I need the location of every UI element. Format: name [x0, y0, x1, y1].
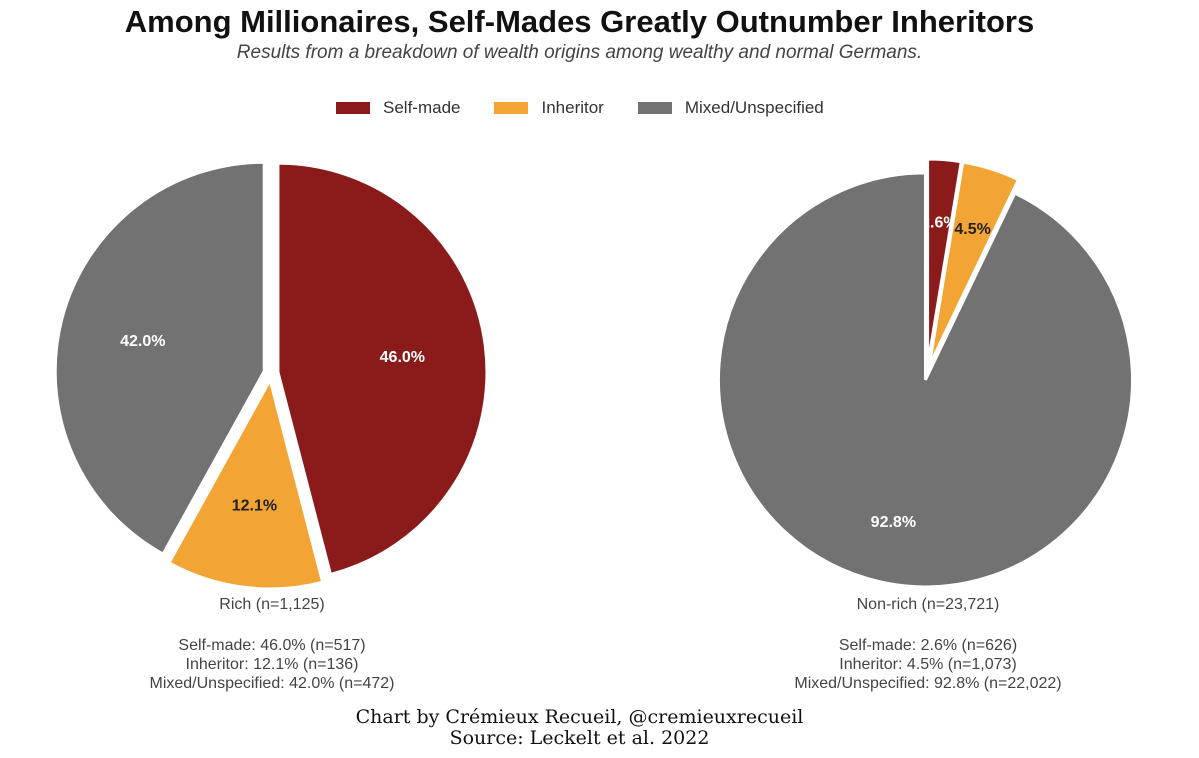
chart-title: Among Millionaires, Self-Mades Greatly O… — [124, 4, 1035, 39]
summary-nonrich-self-made: Self-made: 2.6% (n=626) — [838, 637, 1018, 654]
legend-swatch-mixed — [637, 102, 672, 114]
pie-slice-nonrich-1 — [927, 160, 1021, 367]
pie-value-label-nonrich-2: 92.8% — [871, 514, 916, 531]
pie-slice-rich-2 — [53, 160, 266, 557]
credit-line: Chart by Crémieux Recueil, @cremieuxrecu… — [355, 706, 804, 728]
pie-value-label-nonrich-1: 4.5% — [954, 221, 990, 238]
summary-nonrich-mixed: Mixed/Unspecified: 92.8% (n=22,022) — [794, 675, 1062, 692]
pie-value-label-nonrich-0: 2.6% — [921, 215, 957, 232]
pie-summary-rich: Self-made: 46.0% (n=517) Inheritor: 12.1… — [72, 636, 472, 693]
pie-slice-nonrich-2 — [716, 171, 1134, 589]
pie-name-rich: Rich (n=1,125) — [219, 596, 325, 613]
legend: Self-made Inheritor Mixed/Unspecified — [336, 97, 858, 119]
source-line: Source: Leckelt et al. 2022 — [449, 727, 710, 749]
summary-rich-self-made: Self-made: 46.0% (n=517) — [178, 637, 366, 654]
pie-value-label-rich-2: 42.0% — [120, 333, 165, 350]
summary-rich-inheritor: Inheritor: 12.1% (n=136) — [185, 656, 359, 673]
pie-value-label-rich-1: 12.1% — [232, 497, 277, 514]
legend-label-inheritor: Inheritor — [541, 98, 604, 117]
legend-swatch-inheritor — [494, 102, 529, 114]
pie-value-label-rich-0: 46.0% — [380, 349, 425, 366]
legend-label-mixed: Mixed/Unspecified — [684, 98, 824, 117]
pie-slice-rich-1 — [166, 375, 325, 591]
summary-rich-mixed: Mixed/Unspecified: 42.0% (n=472) — [149, 675, 395, 692]
pie-slice-nonrich-0 — [926, 157, 963, 367]
legend-item-mixed: Mixed/Unspecified — [637, 98, 824, 118]
legend-swatch-self-made — [336, 102, 370, 114]
chart-subtitle: Results from a breakdown of wealth origi… — [236, 42, 923, 63]
legend-item-self-made: Self-made — [336, 98, 460, 118]
pie-summary-nonrich: Self-made: 2.6% (n=626) Inheritor: 4.5% … — [728, 636, 1128, 693]
legend-item-inheritor: Inheritor — [494, 98, 604, 118]
pie-name-nonrich: Non-rich (n=23,721) — [856, 596, 1000, 613]
pie-slice-rich-0 — [276, 161, 489, 577]
legend-label-self-made: Self-made — [383, 98, 461, 117]
summary-nonrich-inheritor: Inheritor: 4.5% (n=1,073) — [839, 656, 1017, 673]
